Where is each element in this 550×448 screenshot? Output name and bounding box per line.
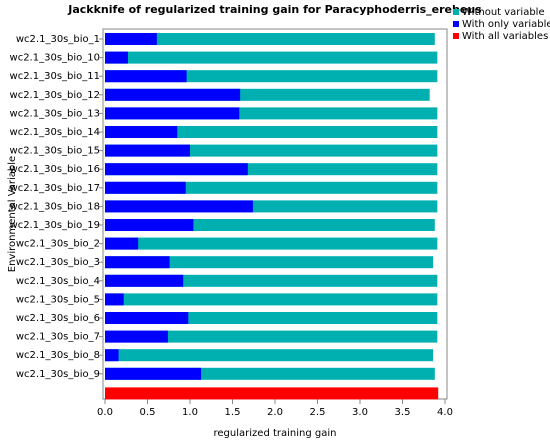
bar xyxy=(105,256,434,269)
y-tick-label: wc2.1_30s_bio_6 xyxy=(16,313,100,324)
bar xyxy=(105,200,253,213)
bar xyxy=(105,237,139,250)
y-tick-label: wc2.1_30s_bio_7 xyxy=(16,332,100,343)
bar xyxy=(105,88,241,101)
bar xyxy=(105,293,438,306)
bar xyxy=(105,330,168,343)
bar xyxy=(105,256,170,269)
bar xyxy=(105,70,187,83)
bar xyxy=(105,181,438,194)
y-tick-label: wc2.1_30s_bio_16 xyxy=(10,164,100,175)
legend-label: Without variable xyxy=(462,7,545,18)
bar xyxy=(105,51,128,64)
y-tick-label: wc2.1_30s_bio_11 xyxy=(10,71,100,82)
x-tick-label: 1.0 xyxy=(182,407,198,418)
bar xyxy=(105,70,438,83)
y-tick-label: wc2.1_30s_bio_17 xyxy=(10,183,100,194)
y-tick-label: wc2.1_30s_bio_10 xyxy=(10,53,100,64)
y-tick-label: wc2.1_30s_bio_4 xyxy=(16,276,100,287)
legend-swatch xyxy=(453,9,459,15)
y-tick-label: wc2.1_30s_bio_8 xyxy=(16,350,100,361)
x-axis-label: regularized training gain xyxy=(214,428,337,439)
bar xyxy=(105,349,119,362)
bar xyxy=(105,274,184,287)
bar xyxy=(105,330,438,343)
y-tick-label: wc2.1_30s_bio_9 xyxy=(16,369,100,380)
bar xyxy=(105,33,435,45)
legend-swatch xyxy=(453,21,459,27)
y-tick-label: wc2.1_30s_bio_5 xyxy=(16,294,100,305)
y-tick-label: wc2.1_30s_bio_3 xyxy=(16,257,100,268)
y-tick-label: wc2.1_30s_bio_2 xyxy=(16,239,100,250)
x-tick-label: 1.5 xyxy=(225,407,241,418)
x-tick-label: 3.0 xyxy=(352,407,368,418)
y-axis-label: Environmental Variable xyxy=(7,156,18,272)
legend-swatch xyxy=(453,33,459,39)
chart-title: Jackknife of regularized training gain f… xyxy=(67,3,482,16)
x-tick-label: 0.0 xyxy=(97,407,113,418)
y-tick-label: wc2.1_30s_bio_14 xyxy=(10,127,100,138)
bar xyxy=(105,367,202,380)
bar xyxy=(105,144,190,157)
y-tick-label: wc2.1_30s_bio_13 xyxy=(10,108,100,119)
y-tick-label: wc2.1_30s_bio_18 xyxy=(10,201,100,212)
x-tick-label: 2.5 xyxy=(310,407,326,418)
bar xyxy=(105,274,438,287)
x-tick-label: 0.5 xyxy=(140,407,156,418)
legend-label: With only variable xyxy=(462,19,550,30)
x-tick-label: 2.0 xyxy=(267,407,283,418)
bar xyxy=(105,387,439,400)
bar xyxy=(105,293,124,306)
x-tick-label: 4.0 xyxy=(437,407,453,418)
bar xyxy=(105,312,189,324)
bar xyxy=(105,107,240,120)
bar xyxy=(105,349,434,362)
bar xyxy=(105,51,438,64)
y-tick-label: wc2.1_30s_bio_19 xyxy=(10,220,100,231)
y-tick-label: wc2.1_30s_bio_1 xyxy=(16,34,100,45)
bar xyxy=(105,163,248,176)
bar xyxy=(105,33,157,45)
bar xyxy=(105,181,186,194)
x-tick-label: 3.5 xyxy=(395,407,411,418)
bar xyxy=(105,219,194,231)
y-tick-label: wc2.1_30s_bio_12 xyxy=(10,90,100,101)
bar xyxy=(105,126,438,138)
bar xyxy=(105,237,438,250)
legend-label: With all variables xyxy=(462,31,548,42)
bar xyxy=(105,126,178,138)
y-tick-label: wc2.1_30s_bio_15 xyxy=(10,146,100,157)
